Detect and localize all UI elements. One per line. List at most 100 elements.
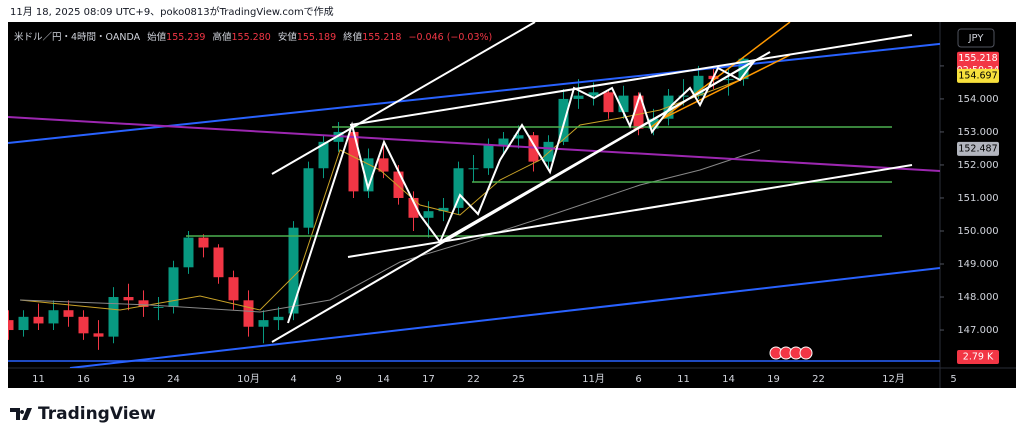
- caption: 11月 18, 2025 08:09 UTC+9、poko0813がTradin…: [10, 5, 334, 18]
- legend-label: 高値: [212, 31, 232, 43]
- x-tick-label: 4: [290, 374, 296, 385]
- trend-line: [8, 116, 940, 172]
- candle-body: [558, 98, 569, 142]
- price-tag: [957, 141, 999, 156]
- legend-value: 155.189: [297, 32, 336, 43]
- drawings: [8, 22, 940, 368]
- price-tag-label: 155.218: [958, 53, 997, 64]
- candle-body: [438, 207, 449, 212]
- y-tick-label: 153.000: [957, 127, 998, 138]
- candle-body: [588, 92, 599, 96]
- candle-body: [738, 58, 749, 80]
- trend-line: [69, 267, 940, 368]
- wave-line: [287, 59, 756, 324]
- logo-mark: [10, 408, 32, 420]
- x-tick-label: 24: [167, 374, 180, 385]
- x-tick-label: 5: [950, 374, 956, 385]
- legend-change: −0.046 (−0.03%): [409, 32, 493, 43]
- candle-body: [123, 297, 134, 301]
- candle-body: [153, 306, 164, 308]
- candle-body: [183, 237, 194, 268]
- candle-body: [513, 135, 524, 139]
- logo: TradingView: [10, 404, 156, 424]
- candle-body: [528, 135, 539, 162]
- candle-body: [168, 267, 179, 307]
- candle-body: [318, 141, 329, 169]
- moving-average: [19, 149, 761, 313]
- candle-body: [33, 316, 44, 324]
- axes: 147.000 148.000 149.000 150.000 151.000 152.0…: [32, 51, 999, 385]
- candle-body: [363, 158, 374, 192]
- event-icon: [799, 346, 813, 360]
- candle-body: [483, 145, 494, 169]
- candle-body: [423, 211, 434, 218]
- x-tick-label: 19: [767, 374, 780, 385]
- volume-tag: [957, 350, 999, 364]
- y-tick-label: 152.000: [957, 160, 998, 171]
- x-tick-label: 11: [677, 374, 690, 385]
- x-tick-label: 22: [467, 374, 480, 385]
- channel-line: [659, 54, 791, 121]
- channel-line: [649, 22, 791, 129]
- trend-line: [271, 22, 536, 175]
- legend-label: 安値: [278, 31, 298, 43]
- price-tag-label: 154.697: [958, 70, 997, 81]
- y-tick-label: 148.000: [957, 292, 998, 303]
- x-tick-label: 19: [122, 374, 135, 385]
- trend-line: [349, 34, 913, 126]
- x-tick-label: 10月: [237, 373, 260, 385]
- candle-body: [18, 316, 29, 331]
- x-tick-label: 14: [722, 374, 735, 385]
- candle-body: [678, 95, 689, 97]
- legend-label: 終値: [343, 31, 363, 43]
- candle-body: [258, 320, 269, 327]
- candle-body: [723, 79, 734, 81]
- currency: JPY: [968, 33, 985, 44]
- legend-label: 始値: [147, 31, 167, 43]
- candle-body: [108, 297, 119, 337]
- currency-button[interactable]: [957, 28, 995, 48]
- candle-body: [243, 300, 254, 327]
- candle-body: [633, 95, 644, 129]
- symbol: 米ドル／円・4時間・OANDA: [14, 31, 141, 43]
- candle-body: [648, 118, 659, 129]
- candle-body: [198, 237, 209, 248]
- brand: TradingView: [38, 404, 156, 424]
- candle-body: [498, 138, 509, 146]
- x-tick-label: 25: [512, 374, 525, 385]
- legend-value: 155.218: [362, 32, 401, 43]
- legend-value: 155.280: [232, 32, 271, 43]
- x-tick-label: 11月: [582, 373, 605, 385]
- x-tick-label: 16: [77, 374, 90, 385]
- trend-line: [439, 51, 771, 243]
- candle-body: [453, 168, 464, 208]
- candle-body: [543, 141, 554, 162]
- candle-body: [8, 320, 14, 331]
- candle-body: [273, 316, 284, 321]
- x-tick-label: 6: [635, 374, 641, 385]
- candle-body: [213, 247, 224, 278]
- legend-value: 155.239: [166, 32, 205, 43]
- x-tick-label: 9: [335, 374, 341, 385]
- candle-body: [618, 95, 629, 113]
- price-tag: [957, 68, 999, 83]
- chart-background: [8, 22, 1016, 388]
- candle-body: [573, 95, 584, 99]
- candle-body: [78, 316, 89, 334]
- candle-body: [693, 75, 704, 96]
- candle-body: [63, 310, 74, 317]
- y-tick-label: 151.000: [957, 193, 998, 204]
- y-tick-label: 149.000: [957, 259, 998, 270]
- candle-body: [468, 168, 479, 170]
- candle-body: [228, 277, 239, 301]
- x-tick-label: 14: [377, 374, 390, 385]
- x-tick-label: 12月: [882, 373, 905, 385]
- candle-body: [303, 168, 314, 228]
- y-tick-label: 150.000: [957, 226, 998, 237]
- candle-body: [393, 171, 404, 198]
- x-tick-label: 11: [32, 374, 45, 385]
- candle-body: [138, 300, 149, 307]
- candle-body: [288, 227, 299, 314]
